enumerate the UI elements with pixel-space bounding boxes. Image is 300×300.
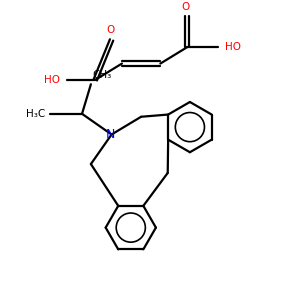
Text: H₃C: H₃C <box>26 109 45 119</box>
Text: N: N <box>105 128 115 141</box>
Text: HO: HO <box>225 42 242 52</box>
Text: HO: HO <box>44 75 60 85</box>
Text: CH₃: CH₃ <box>92 70 112 80</box>
Text: O: O <box>106 25 114 34</box>
Text: O: O <box>181 2 190 11</box>
